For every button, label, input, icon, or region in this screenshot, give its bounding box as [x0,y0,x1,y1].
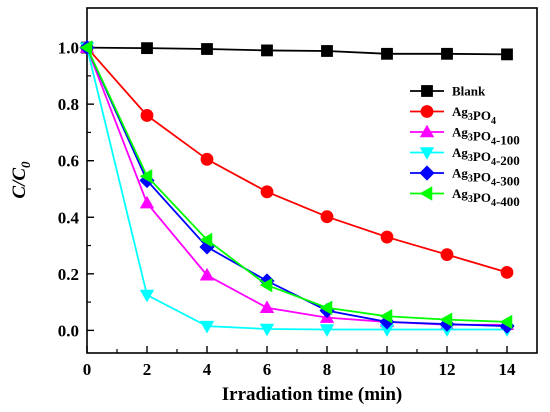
y-axis-title: C/C0 [9,161,33,199]
data-point-triangle-up [259,300,275,314]
data-point-circle [440,248,454,261]
data-point-triangle-down [199,320,215,334]
x-axis-title: Irradiation time (min) [222,384,402,405]
legend-label: Ag3PO4-300 [452,166,520,189]
data-point-triangle-down [139,289,155,303]
y-tick-label: 0.4 [58,208,80,227]
data-point-square [321,45,333,57]
tick-labels: 0 2 4 6 8 10 12 14 0.0 0.2 0.4 0.6 0.8 1.0 [58,39,516,379]
legend-entry: Ag3PO4-400 [410,186,520,209]
legend-label: Ag3PO4-200 [452,145,520,168]
plot-frame [86,7,538,354]
series-line [86,46,508,274]
data-point-circle [140,109,154,122]
data-point-triangle-down [419,147,435,160]
data-point-triangle-down [319,324,335,337]
x-tick-label: 4 [203,360,212,379]
data-point-triangle-up [419,124,435,138]
data-point-circle [380,230,394,244]
data-point-triangle-up [139,195,155,209]
series-layer [79,40,515,337]
legend: Blank Ag3PO4Ag3PO4-100Ag3PO4-200Ag3PO4-30… [410,84,520,209]
data-point-triangle-left [199,232,213,248]
series-line [86,47,507,331]
data-point-triangle-left [79,40,93,55]
data-point-triangle-left [439,312,453,327]
y-tick-label: 1.0 [58,39,79,58]
legend-entry: Ag3PO4-100 [410,125,520,148]
legend-entry: Ag3PO4-200 [410,145,520,168]
x-tick-label: 12 [439,360,456,379]
data-point-square [201,43,213,55]
data-point-square [501,48,513,61]
y-axis-title-subscript: 0 [18,161,33,168]
data-point-square [441,47,453,60]
y-tick-label: 0.0 [58,321,79,340]
x-tick-label: 10 [379,360,396,379]
legend-label: Ag3PO4-100 [452,125,520,148]
legend-label: Ag3PO4 [452,104,496,127]
data-point-square [381,47,393,60]
data-point-triangle-left [499,314,513,330]
data-point-triangle-left [379,309,393,324]
y-axis-title-main: C/C [9,168,30,199]
data-point-circle [420,105,434,118]
series-line [86,46,508,56]
x-tick-label: 6 [263,360,272,379]
x-tick-label: 2 [143,360,152,379]
data-point-square [141,42,153,55]
data-point-circle [200,152,214,166]
legend-label: Blank [452,84,486,99]
y-tick-label: 0.8 [58,95,79,114]
data-point-circle [320,210,334,224]
data-point-triangle-up [199,267,215,281]
data-point-triangle-left [319,300,333,315]
data-point-square [421,85,433,97]
data-point-triangle-left [259,277,273,293]
x-tick-label: 0 [83,360,92,379]
legend-entry: Ag3PO4 [410,104,496,127]
data-point-diamond [419,165,435,181]
y-tick-label: 0.6 [58,152,79,171]
data-point-circle [260,185,274,199]
x-tick-label: 8 [323,360,332,379]
legend-entry: Blank [410,84,486,99]
legend-label: Ag3PO4-400 [452,186,520,209]
series-blank [81,41,513,61]
data-point-square [261,44,273,57]
data-point-triangle-left [139,169,153,184]
legend-entry: Ag3PO4-300 [410,165,520,189]
y-tick-label: 0.2 [58,265,79,284]
data-point-triangle-left [419,186,433,201]
data-point-circle [500,266,514,279]
series-ag3po4-400 [79,40,513,330]
series-line [86,47,508,323]
data-point-triangle-down [259,323,275,337]
x-tick-label: 14 [499,360,517,379]
